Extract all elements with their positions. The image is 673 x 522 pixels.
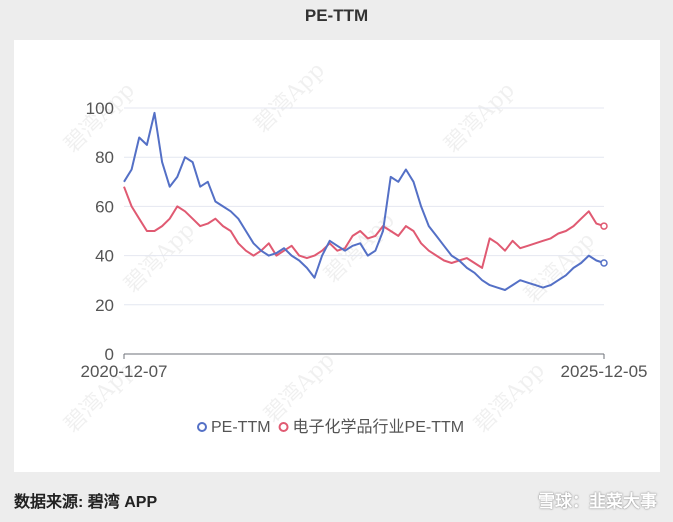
x-tick-label: 2020-12-07 [81, 362, 168, 381]
x-axis: 2020-12-07 2025-12-05 [81, 353, 648, 381]
y-tick-label: 60 [95, 197, 114, 216]
legend[interactable]: PE-TTM 电子化学品行业PE-TTM [197, 418, 465, 436]
chart: 0 20 40 60 80 100 2020-12-07 2025-12-05 PE-TTM… [81, 99, 648, 436]
grid [124, 107, 604, 306]
x-tick-label: 2025-12-05 [561, 362, 648, 381]
series-end-point [600, 259, 608, 267]
y-tick-label: 80 [95, 148, 114, 167]
series-line [123, 186, 605, 269]
y-tick-label: 0 [105, 345, 114, 364]
legend-label: 电子化学品行业PE-TTM [293, 418, 465, 436]
legend-marker [278, 422, 289, 432]
page-title: PE-TTM [304, 6, 369, 25]
series-line [123, 111, 605, 291]
y-tick-labels: 0 20 40 60 80 100 [86, 99, 114, 364]
y-tick-label: 40 [95, 247, 114, 266]
legend-marker [197, 422, 207, 432]
data-source: 数据来源: 碧湾 APP [14, 494, 158, 511]
series-end-point [600, 222, 608, 230]
chart-card: 碧湾App 碧湾App 碧湾App 碧湾App 碧湾App 碧湾App 碧湾App 碧湾App… [14, 40, 660, 472]
series-lines [123, 111, 608, 291]
y-tick-label: 100 [86, 99, 114, 118]
brand-watermark: 雪球：韭菜大事 [538, 492, 657, 511]
y-tick-label: 20 [95, 296, 114, 315]
legend-label: PE-TTM [211, 419, 271, 436]
